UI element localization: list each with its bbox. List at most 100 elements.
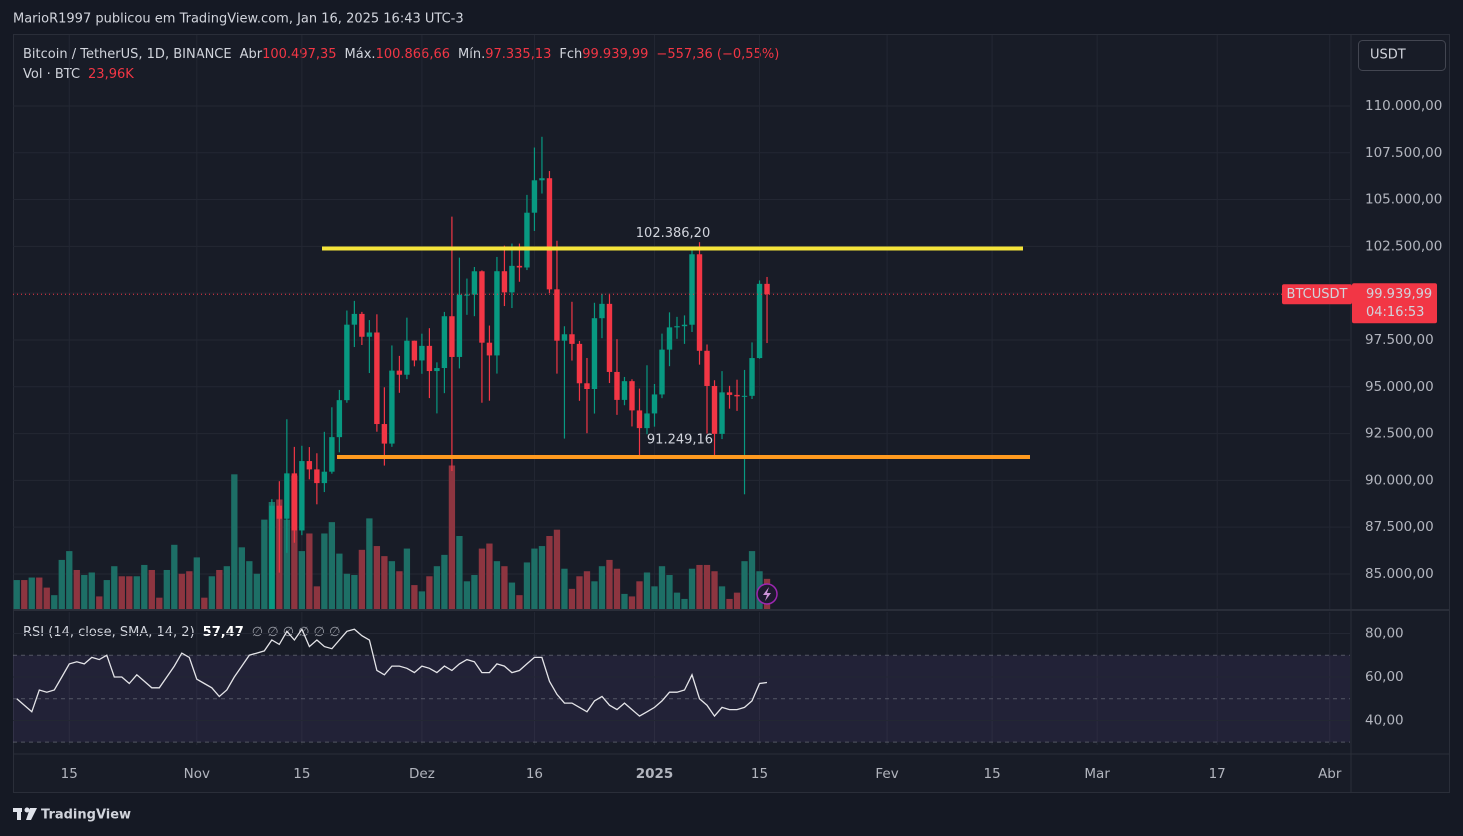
volume-bar [561, 568, 568, 609]
candle-body [276, 505, 283, 519]
legend-value: 100.866,66 [376, 47, 450, 62]
candle-body [704, 350, 710, 386]
volume-bar [426, 576, 433, 609]
volume-bar [238, 547, 245, 609]
candle-body [636, 410, 643, 429]
volume-bar [253, 573, 260, 609]
volume-bar [591, 581, 598, 609]
candle-body [434, 368, 440, 372]
volume-bar [501, 566, 508, 609]
candle-body [584, 383, 590, 390]
volume-bar [471, 575, 478, 609]
candle-body [591, 318, 598, 390]
volume-bar [13, 580, 20, 609]
volume-bar [403, 548, 411, 609]
candle-body [321, 471, 328, 484]
candle-body [291, 473, 298, 531]
y-tick-label: 102.500,00 [1365, 238, 1442, 254]
volume-bar [606, 559, 613, 609]
overlay: 15 Nov 15 Dez 16 2025 15 Fev 15 Mar 17 Abr 85.000,00… [61, 98, 1443, 782]
volume-name: Vol · BTC [23, 67, 80, 82]
candle-body [306, 461, 313, 470]
volume-bar [568, 588, 576, 609]
candle-body [651, 394, 658, 414]
volume-bar [373, 546, 381, 609]
volume-bar [651, 586, 658, 609]
volume-bar [141, 564, 148, 609]
volume-bar [163, 569, 170, 609]
candle-body [419, 345, 425, 361]
candle-body [629, 381, 635, 411]
volume-bar [351, 575, 358, 609]
volume-bar [156, 597, 163, 609]
rsi-extra: ∅ ∅ ∅ ∅ ∅ ∅ [252, 625, 341, 640]
volume-bar [538, 546, 546, 609]
volume-bar [621, 593, 628, 609]
x-tick-label: Fev [875, 766, 898, 782]
legend-row: Bitcoin / TetherUS, 1D, BINANCE Abr100.49… [23, 47, 779, 62]
x-tick-label: 16 [526, 766, 543, 782]
lightning-icon[interactable] [756, 583, 778, 605]
legend-value: 100.497,35 [262, 47, 336, 62]
volume-bar [733, 592, 741, 609]
price-tag-text: 99.939,99 [1366, 287, 1432, 302]
price-tag [1352, 283, 1437, 324]
volume-bar [681, 598, 688, 609]
candle-body [561, 334, 568, 341]
volume-last: 23,96K [88, 67, 134, 82]
candle-body [299, 461, 305, 531]
candle-body [426, 345, 433, 372]
volume-bar [643, 572, 651, 609]
candle-body [366, 332, 373, 337]
candle-body [681, 324, 688, 327]
volume-bar [411, 585, 418, 609]
volume-bar [148, 569, 155, 609]
legend-label: Abr [240, 47, 263, 62]
volume-bar [478, 548, 486, 609]
volume-bar [298, 551, 306, 609]
y-tick-label: 87.500,00 [1365, 519, 1434, 535]
volume-bar [553, 529, 561, 609]
x-tick-label: Mar [1084, 766, 1110, 782]
y-tick-label: 90.000,00 [1365, 472, 1434, 488]
price-pane [13, 35, 1350, 609]
currency-button[interactable] [1358, 40, 1446, 71]
candle-body [599, 303, 605, 319]
candle-body [539, 178, 545, 181]
candle-body [674, 326, 680, 328]
volume-bar [718, 586, 726, 609]
volume-bar [658, 566, 666, 609]
x-tick-label: 15 [751, 766, 768, 782]
volume-bar [486, 543, 493, 609]
candle-body [404, 340, 410, 375]
candle-body [486, 342, 493, 356]
candle-body [336, 400, 343, 438]
candle-body [471, 271, 478, 295]
candle-body [546, 178, 553, 290]
y-tick-label: 95.000,00 [1365, 379, 1434, 395]
y-tick-label: 97.500,00 [1365, 332, 1434, 348]
candle-body [554, 289, 560, 341]
currency[interactable]: USDT [1370, 48, 1406, 63]
volume-bar [133, 576, 140, 609]
volume-bar [576, 576, 583, 609]
volume-bar [523, 562, 531, 609]
volume-bar [516, 595, 523, 609]
x-tick-label: 15 [61, 766, 78, 782]
volume-bar [696, 564, 703, 609]
candle-body [734, 394, 740, 397]
x-tick-label: Nov [184, 766, 210, 782]
symbol-tag-text: BTCUSDT [1287, 287, 1348, 302]
volume-bar [118, 576, 125, 609]
volume-bar [201, 597, 208, 609]
candle-body [524, 212, 530, 268]
candle-body [756, 283, 763, 359]
candle-body [711, 385, 718, 434]
candle-body [764, 283, 770, 295]
candle-body [464, 294, 470, 296]
volume-bar [111, 566, 118, 609]
volume-bar [186, 571, 193, 609]
volume-bar [36, 577, 43, 609]
candle-body [456, 294, 463, 357]
